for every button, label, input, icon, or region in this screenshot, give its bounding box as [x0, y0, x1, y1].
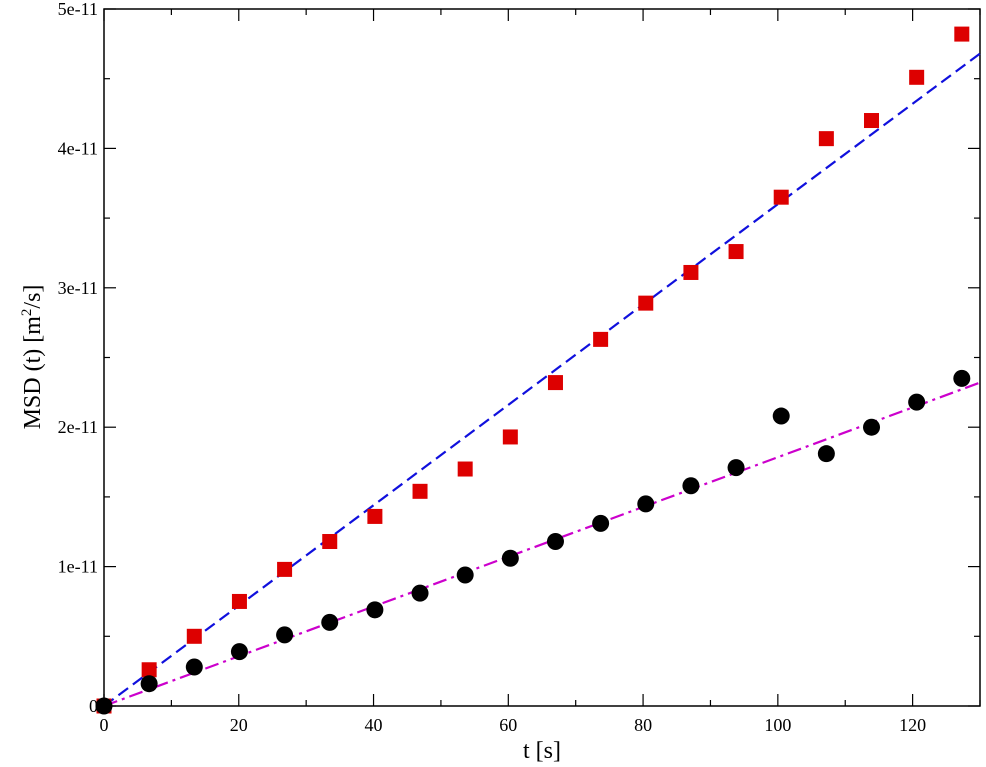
square-point	[683, 264, 699, 280]
y-tick-label: 4e-11	[58, 138, 98, 158]
y-tick-label: 5e-11	[58, 0, 98, 19]
square-point	[864, 113, 880, 129]
square-point	[728, 244, 744, 260]
x-tick-label: 80	[634, 715, 652, 735]
square-point	[502, 429, 518, 445]
circle-point	[682, 477, 700, 495]
circle-point	[95, 697, 113, 715]
square-point	[277, 561, 293, 577]
y-tick-label: 1e-11	[58, 557, 98, 577]
circle-point	[185, 658, 203, 676]
x-tick-label: 20	[230, 715, 248, 735]
x-tick-label: 60	[499, 715, 517, 735]
circle-point	[230, 643, 248, 661]
circle-point	[863, 418, 881, 436]
y-axis-title: MSD (t) [m2/s]	[19, 285, 46, 430]
fit-line-dashed	[103, 52, 981, 707]
square-point	[141, 662, 157, 678]
circle-point	[501, 549, 519, 567]
x-tick-label: 120	[899, 715, 926, 735]
y-axis-title-suffix: /s]	[20, 285, 46, 309]
circle-point	[592, 514, 610, 532]
square-point	[818, 131, 834, 147]
y-tick-label: 3e-11	[58, 278, 98, 298]
square-point	[773, 189, 789, 205]
fit-lines	[103, 52, 981, 708]
circle-point	[456, 566, 474, 584]
axis-ticks	[103, 8, 981, 707]
y-axis-title-superscript: 2	[19, 309, 35, 317]
square-point	[593, 331, 609, 347]
square-point	[547, 375, 563, 391]
circle-point	[140, 675, 158, 693]
circle-point	[321, 613, 339, 631]
square-point	[367, 508, 383, 524]
circle-point	[637, 495, 655, 513]
circle-point	[817, 445, 835, 463]
circle-point	[546, 533, 564, 551]
y-tick-label: 0	[89, 696, 98, 716]
circle-point	[366, 601, 384, 619]
y-tick-label: 2e-11	[58, 417, 98, 437]
tick-labels: 0 20 40 60 80 100 120 0 1e-11 2e-11 3e-11 4e-11 5e-1…	[58, 0, 926, 735]
y-axis-title-prefix: MSD (t) [m	[20, 316, 46, 430]
square-point	[231, 593, 247, 609]
x-tick-label: 100	[764, 715, 791, 735]
x-tick-label: 0	[100, 715, 109, 735]
circle-point	[953, 369, 971, 387]
square-point	[457, 461, 473, 477]
square-point	[638, 295, 654, 311]
x-axis-title: t [s]	[523, 738, 561, 764]
circle-point	[772, 407, 790, 425]
circle-point	[908, 393, 926, 411]
circle-point	[727, 459, 745, 477]
fit-line-dash-dot	[103, 381, 981, 708]
data-points	[95, 26, 971, 715]
circle-point	[411, 584, 429, 602]
square-point	[186, 628, 202, 644]
square-point	[954, 26, 970, 42]
square-point	[412, 483, 428, 499]
square-point	[909, 69, 925, 85]
x-tick-label: 40	[365, 715, 383, 735]
circle-point	[276, 626, 294, 644]
square-point	[322, 534, 338, 550]
